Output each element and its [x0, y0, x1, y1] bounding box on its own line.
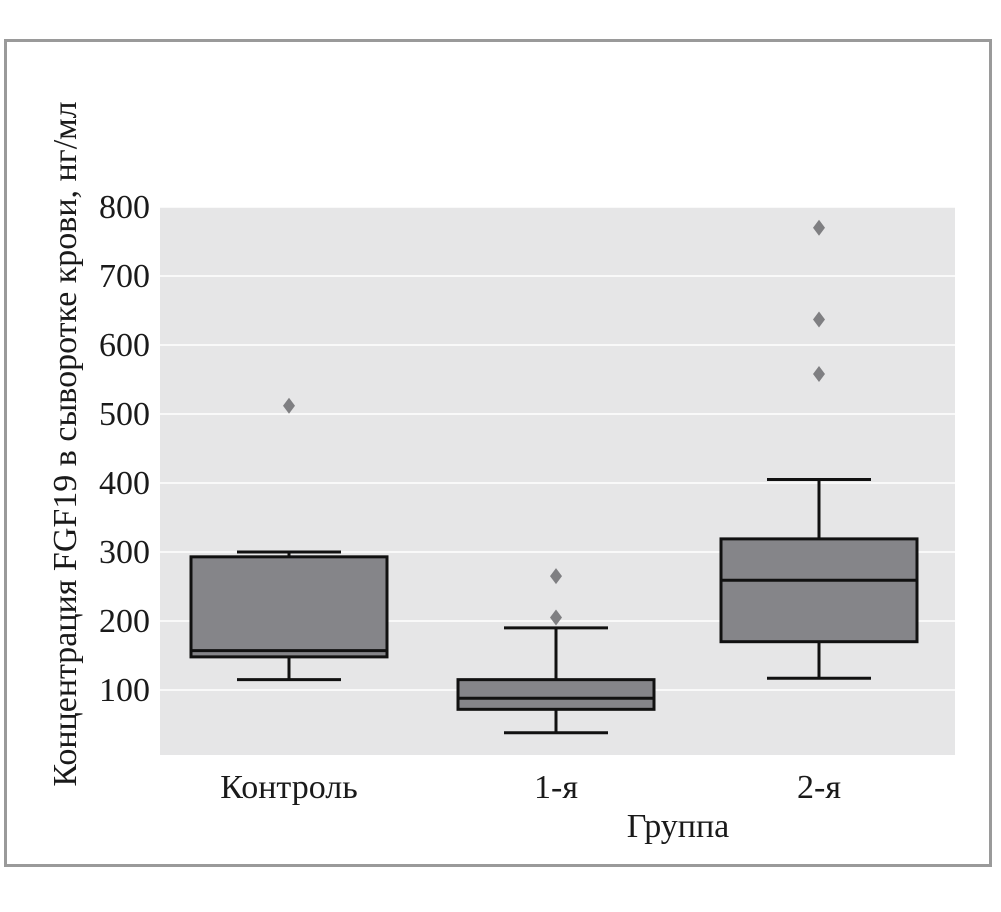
x-tick-label: 1-я	[534, 769, 578, 806]
y-tick-label: 200	[99, 603, 150, 640]
box-group	[456, 568, 656, 735]
outlier-point	[550, 609, 562, 626]
outlier-point	[813, 365, 825, 382]
y-tick-label: 400	[99, 465, 150, 502]
y-tick-label: 500	[99, 396, 150, 433]
y-axis-ticks: 100 200 300 400 500 600 700 800	[99, 189, 150, 709]
box-iqr	[719, 537, 919, 644]
outlier-point	[283, 397, 295, 414]
boxes	[189, 219, 919, 735]
y-tick-label: 700	[99, 258, 150, 295]
x-tick-label: Контроль	[220, 769, 357, 806]
x-tick-label: 2-я	[797, 769, 841, 806]
x-axis-ticks: Контроль 1-я 2-я	[220, 769, 841, 806]
box-group	[719, 219, 919, 680]
y-tick-label: 100	[99, 672, 150, 709]
outlier-point	[813, 311, 825, 328]
box-group	[189, 397, 389, 682]
x-axis-title: Группа	[627, 808, 730, 845]
outlier-point	[813, 219, 825, 236]
y-axis-title: Концентрация FGF19 в сыворотке крови, нг…	[47, 101, 84, 786]
box-iqr	[189, 555, 389, 659]
outlier-point	[550, 568, 562, 585]
y-tick-label: 300	[99, 534, 150, 571]
box-iqr	[456, 678, 656, 711]
y-tick-label: 600	[99, 327, 150, 364]
y-tick-label: 800	[99, 189, 150, 226]
